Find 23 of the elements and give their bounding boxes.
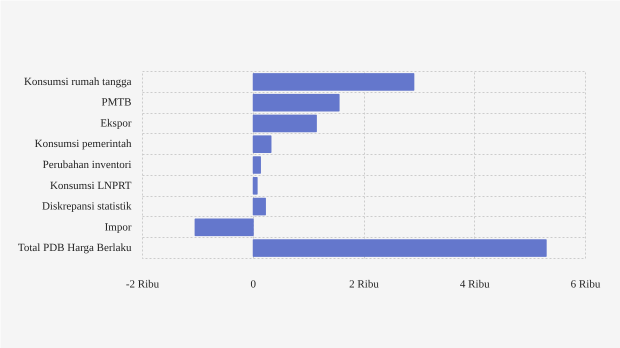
y-tick-label: Impor	[104, 221, 132, 234]
bar	[252, 94, 340, 112]
y-tick-label: Diskrepansi statistik	[42, 200, 132, 213]
bar	[252, 176, 258, 195]
bar	[252, 114, 317, 132]
x-tick-label: -2 Ribu	[126, 278, 160, 290]
bar	[252, 73, 414, 91]
y-tick-label: Perubahan inventori	[42, 159, 132, 171]
bar	[252, 198, 266, 216]
bar	[252, 135, 272, 154]
x-tick-label: 2 Ribu	[349, 278, 380, 290]
y-tick-label: PMTB	[102, 96, 132, 109]
x-tick-label: 6 Ribu	[570, 278, 601, 290]
bar	[194, 218, 254, 236]
x-tick-label: 4 Ribu	[460, 278, 490, 290]
y-tick-label: Ekspor	[100, 117, 132, 130]
y-tick-label: Konsumsi rumah tangga	[24, 76, 132, 88]
x-tick-label: 0	[250, 278, 256, 290]
y-tick-label: Total PDB Harga Berlaku	[18, 242, 132, 254]
bar	[252, 156, 261, 174]
bar	[252, 239, 547, 257]
y-tick-label: Konsumsi LNPRT	[50, 180, 132, 192]
y-tick-label: Konsumsi pemerintah	[34, 138, 132, 150]
